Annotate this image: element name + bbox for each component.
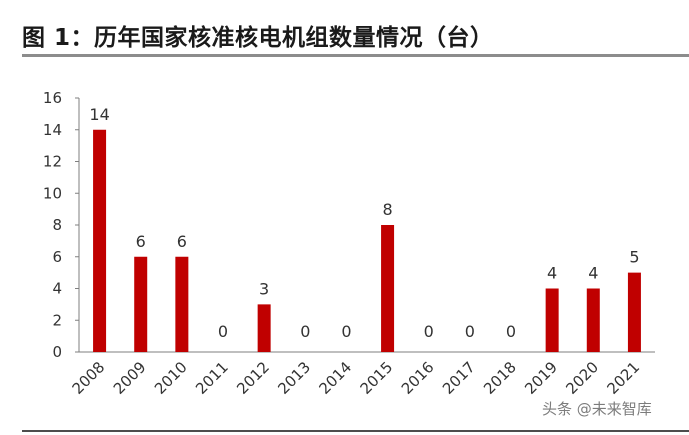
bar-2012 (257, 304, 271, 352)
x-tick-label-2010: 2010 (151, 358, 191, 398)
bottom-divider (22, 430, 689, 432)
data-label-2016: 0 (424, 322, 434, 341)
x-tick-label-2018: 2018 (480, 358, 520, 398)
x-tick-label-2009: 2009 (110, 358, 150, 398)
bar-2015 (381, 225, 395, 352)
y-tick-label: 16 (43, 89, 62, 107)
x-tick-label-2021: 2021 (604, 358, 644, 398)
y-tick-label: 12 (43, 153, 62, 171)
x-tick-label-2013: 2013 (274, 358, 314, 398)
y-tick-label: 4 (52, 280, 62, 298)
bar-2021 (627, 272, 641, 352)
bar-2020 (586, 288, 600, 352)
y-tick-label: 2 (52, 311, 62, 329)
x-tick-label-2015: 2015 (357, 358, 397, 398)
data-labels: 14 6 6 0 3 0 0 8 0 0 0 4 4 5 (89, 105, 639, 341)
data-label-2019: 4 (547, 264, 557, 283)
data-label-2021: 5 (629, 248, 639, 267)
chart-title-container: 图 1：历年国家核准核电机组数量情况（台） (22, 6, 689, 58)
y-tick-label: 8 (52, 216, 62, 234)
x-tick-label-2008: 2008 (69, 358, 109, 398)
data-label-2008: 14 (89, 105, 109, 124)
data-label-2017: 0 (465, 322, 475, 341)
watermark-text: 头条 @未来智库 (542, 400, 652, 418)
data-label-2020: 4 (588, 264, 598, 283)
bar-2008 (93, 129, 107, 352)
y-tick-label: 6 (52, 248, 62, 266)
bars (93, 129, 641, 352)
data-label-2015: 8 (382, 200, 392, 219)
bar-2019 (545, 288, 559, 352)
x-tick-label-2016: 2016 (398, 358, 438, 398)
data-label-2010: 6 (177, 232, 187, 251)
y-tick-label: 0 (52, 343, 62, 361)
category-labels: 2008 2009 2010 2011 2012 2013 2014 2015 2016 2017… (69, 358, 644, 398)
data-label-2011: 0 (218, 322, 228, 341)
data-label-2012: 3 (259, 279, 269, 298)
data-label-2009: 6 (136, 232, 146, 251)
x-tick-label-2014: 2014 (316, 358, 356, 398)
chart-title: 图 1：历年国家核准核电机组数量情况（台） (22, 25, 494, 51)
x-tick-label-2020: 2020 (562, 358, 602, 398)
bar-2009 (134, 256, 148, 352)
data-label-2018: 0 (506, 322, 516, 341)
x-tick-label-2012: 2012 (233, 358, 273, 398)
x-tick-label-2017: 2017 (439, 358, 479, 398)
y-tick-label: 14 (43, 121, 62, 139)
x-tick-label-2019: 2019 (521, 358, 561, 398)
y-tick-label: 10 (43, 184, 62, 202)
y-axis: 0 2 4 6 8 10 12 14 16 (43, 89, 80, 361)
data-label-2013: 0 (300, 322, 310, 341)
data-label-2014: 0 (341, 322, 351, 341)
bar-2010 (175, 256, 189, 352)
x-tick-label-2011: 2011 (192, 358, 232, 398)
title-divider (22, 54, 689, 57)
